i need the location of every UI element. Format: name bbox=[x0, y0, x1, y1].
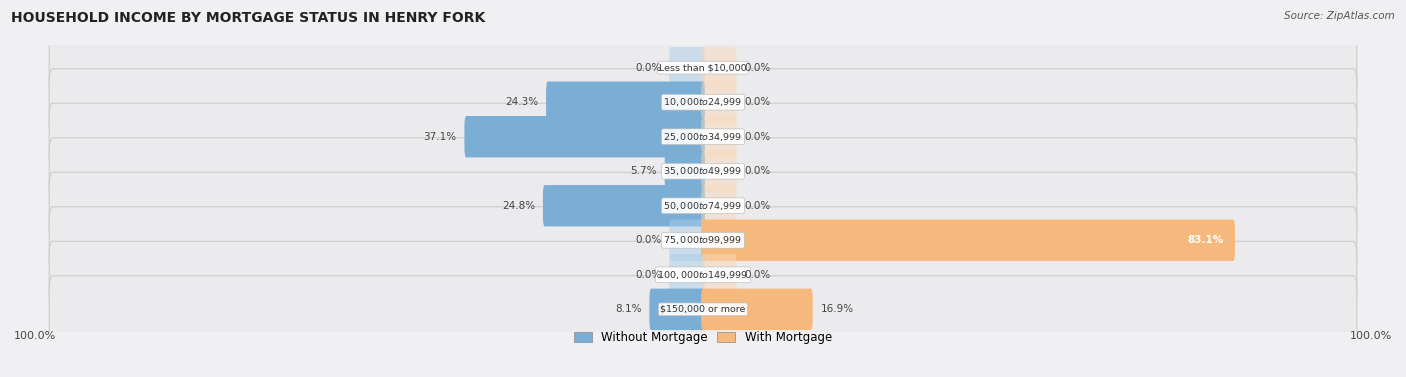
FancyBboxPatch shape bbox=[49, 207, 1357, 274]
Text: 0.0%: 0.0% bbox=[744, 97, 770, 107]
FancyBboxPatch shape bbox=[669, 254, 704, 296]
FancyBboxPatch shape bbox=[702, 254, 737, 296]
Text: $100,000 to $149,999: $100,000 to $149,999 bbox=[658, 269, 748, 281]
Text: 24.8%: 24.8% bbox=[502, 201, 536, 211]
Text: 83.1%: 83.1% bbox=[1187, 235, 1223, 245]
Text: $150,000 or more: $150,000 or more bbox=[661, 305, 745, 314]
FancyBboxPatch shape bbox=[702, 150, 737, 192]
FancyBboxPatch shape bbox=[543, 185, 704, 227]
Text: $25,000 to $34,999: $25,000 to $34,999 bbox=[664, 131, 742, 143]
Text: $10,000 to $24,999: $10,000 to $24,999 bbox=[664, 96, 742, 108]
FancyBboxPatch shape bbox=[650, 289, 704, 330]
Text: 37.1%: 37.1% bbox=[423, 132, 457, 142]
Text: 8.1%: 8.1% bbox=[616, 304, 641, 314]
Legend: Without Mortgage, With Mortgage: Without Mortgage, With Mortgage bbox=[569, 326, 837, 349]
FancyBboxPatch shape bbox=[702, 81, 737, 123]
Text: 0.0%: 0.0% bbox=[636, 270, 662, 280]
FancyBboxPatch shape bbox=[546, 81, 704, 123]
Text: 5.7%: 5.7% bbox=[630, 166, 657, 176]
Text: Less than $10,000: Less than $10,000 bbox=[659, 63, 747, 72]
FancyBboxPatch shape bbox=[702, 116, 737, 158]
Text: 16.9%: 16.9% bbox=[820, 304, 853, 314]
Text: $75,000 to $99,999: $75,000 to $99,999 bbox=[664, 234, 742, 246]
FancyBboxPatch shape bbox=[49, 69, 1357, 136]
FancyBboxPatch shape bbox=[665, 150, 704, 192]
Text: 100.0%: 100.0% bbox=[14, 331, 56, 341]
FancyBboxPatch shape bbox=[49, 172, 1357, 239]
Text: 0.0%: 0.0% bbox=[744, 201, 770, 211]
FancyBboxPatch shape bbox=[49, 138, 1357, 205]
FancyBboxPatch shape bbox=[702, 219, 1234, 261]
FancyBboxPatch shape bbox=[702, 47, 737, 88]
Text: 24.3%: 24.3% bbox=[505, 97, 538, 107]
Text: $50,000 to $74,999: $50,000 to $74,999 bbox=[664, 200, 742, 212]
FancyBboxPatch shape bbox=[669, 219, 704, 261]
Text: 0.0%: 0.0% bbox=[744, 270, 770, 280]
FancyBboxPatch shape bbox=[49, 34, 1357, 101]
Text: 0.0%: 0.0% bbox=[744, 132, 770, 142]
Text: 0.0%: 0.0% bbox=[636, 63, 662, 73]
FancyBboxPatch shape bbox=[702, 289, 813, 330]
Text: 0.0%: 0.0% bbox=[744, 166, 770, 176]
FancyBboxPatch shape bbox=[49, 276, 1357, 343]
FancyBboxPatch shape bbox=[464, 116, 704, 158]
FancyBboxPatch shape bbox=[669, 47, 704, 88]
Text: 0.0%: 0.0% bbox=[636, 235, 662, 245]
Text: Source: ZipAtlas.com: Source: ZipAtlas.com bbox=[1284, 11, 1395, 21]
Text: 100.0%: 100.0% bbox=[1350, 331, 1392, 341]
Text: 0.0%: 0.0% bbox=[744, 63, 770, 73]
FancyBboxPatch shape bbox=[702, 185, 737, 227]
FancyBboxPatch shape bbox=[49, 103, 1357, 170]
FancyBboxPatch shape bbox=[49, 241, 1357, 308]
Text: HOUSEHOLD INCOME BY MORTGAGE STATUS IN HENRY FORK: HOUSEHOLD INCOME BY MORTGAGE STATUS IN H… bbox=[11, 11, 485, 25]
Text: $35,000 to $49,999: $35,000 to $49,999 bbox=[664, 165, 742, 177]
